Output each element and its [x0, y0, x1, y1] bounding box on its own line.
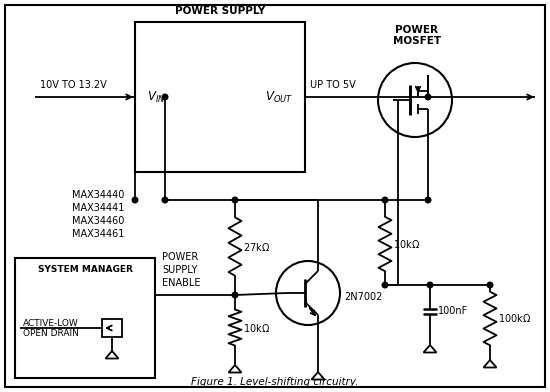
Circle shape [162, 94, 168, 100]
Text: MAX34441: MAX34441 [72, 203, 124, 213]
Text: 100nF: 100nF [438, 306, 468, 316]
Circle shape [382, 197, 388, 203]
Circle shape [382, 282, 388, 288]
Text: MAX34460: MAX34460 [72, 216, 124, 226]
Text: 10k$\Omega$: 10k$\Omega$ [243, 321, 270, 334]
Circle shape [427, 282, 433, 288]
Bar [15, 258, 155, 378]
Text: $V_{IN}$: $V_{IN}$ [147, 89, 166, 105]
Text: 2N7002: 2N7002 [344, 292, 382, 302]
Text: 100k$\Omega$: 100k$\Omega$ [498, 312, 531, 325]
Text: UP TO 5V: UP TO 5V [310, 80, 356, 90]
Text: MOSFET: MOSFET [393, 36, 441, 46]
Text: $V_{OUT}$: $V_{OUT}$ [265, 89, 293, 105]
Text: POWER: POWER [395, 25, 438, 35]
Circle shape [425, 94, 431, 100]
Bar [102, 319, 122, 337]
Bar [135, 22, 305, 172]
Circle shape [132, 197, 138, 203]
Text: OPEN DRAIN: OPEN DRAIN [23, 330, 79, 339]
Text: POWER
SUPPLY
ENABLE: POWER SUPPLY ENABLE [162, 252, 201, 288]
Text: MAX34461: MAX34461 [72, 229, 124, 239]
Text: 10k$\Omega$: 10k$\Omega$ [393, 238, 420, 250]
Text: 10V TO 13.2V: 10V TO 13.2V [40, 80, 107, 90]
Text: 27k$\Omega$: 27k$\Omega$ [243, 241, 270, 252]
Text: POWER SUPPLY: POWER SUPPLY [175, 6, 265, 16]
Circle shape [232, 292, 238, 298]
Circle shape [162, 197, 168, 203]
Circle shape [487, 282, 493, 288]
Text: ACTIVE-LOW: ACTIVE-LOW [23, 318, 79, 327]
Text: MAX34440: MAX34440 [72, 190, 124, 200]
Text: SYSTEM MANAGER: SYSTEM MANAGER [37, 265, 133, 274]
Circle shape [232, 197, 238, 203]
Circle shape [425, 197, 431, 203]
Text: Figure 1. Level-shifting circuitry.: Figure 1. Level-shifting circuitry. [191, 377, 359, 387]
